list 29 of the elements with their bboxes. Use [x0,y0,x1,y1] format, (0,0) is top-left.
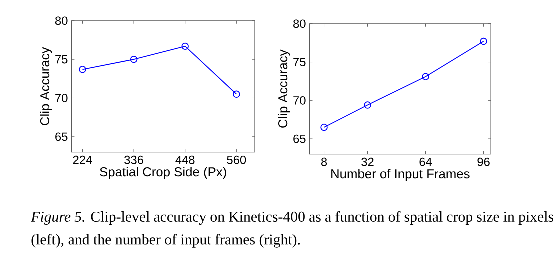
x-tick-label: 336 [124,156,144,164]
x-tick-label: 560 [227,156,246,164]
y-tick-label: 75 [56,55,68,64]
y-axis-title: Clip Accuracy [40,47,52,126]
y-tick-label: 80 [294,20,306,28]
x-axis-title: Number of Input Frames [332,169,470,182]
x-tick-label: 8 [321,158,328,166]
point [364,102,372,109]
point [233,90,240,98]
y-axis-title: Clip Accuracy [278,50,290,128]
point [480,38,488,46]
y-tick-label: 70 [294,96,306,105]
x-tick-label: 32 [362,158,374,166]
x-axis-title: Spatial Crop Side (Px) [100,167,226,180]
point [320,124,328,132]
y-tick-label: 75 [294,58,306,66]
y-tick-label: 65 [294,134,306,144]
y-tick-label: 80 [55,16,68,26]
point [130,56,138,64]
x-tick-label: 224 [73,156,92,164]
x-tick-label: 64 [420,158,432,166]
point [182,42,189,50]
x-tick-label: 96 [478,158,490,166]
y-tick-label: 70 [56,94,68,102]
point [422,73,430,81]
text: Figure 5. Clip-level accuracy on Kinetics-400 as a function of spatial crop size in pixels (left), and the number of input frames (right). [31,211,554,248]
x-tick-label: 448 [176,156,195,164]
y-tick-label: 65 [56,132,68,142]
point [79,66,86,74]
